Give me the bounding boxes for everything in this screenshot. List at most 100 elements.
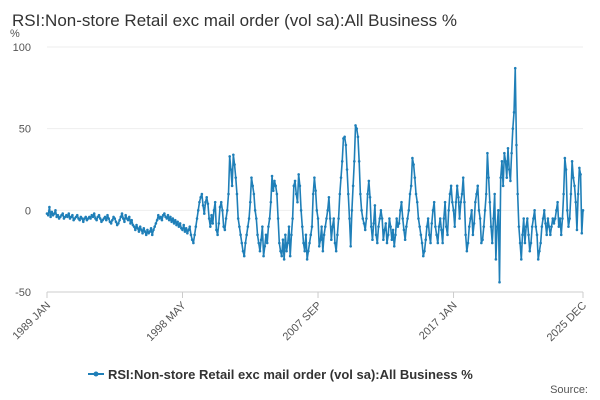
data-point [144,233,148,237]
data-point [270,174,274,178]
data-point [494,258,498,261]
data-point [137,230,141,233]
data-point [313,176,316,179]
data-point [310,225,314,228]
data-point [326,209,330,212]
y-axis-label: % [10,28,20,40]
data-point [325,217,328,220]
data-point [242,254,246,258]
data-point [186,231,189,235]
data-point [372,222,375,225]
data-point [211,222,215,225]
data-point [303,249,307,253]
data-point [117,222,120,225]
data-point [189,233,193,237]
data-point [522,217,526,220]
data-point [526,217,529,220]
data-point [495,225,499,228]
data-point [581,209,585,212]
data-point [405,225,408,228]
data-point [546,217,550,220]
data-point [500,160,504,163]
data-point [575,228,579,232]
data-point [298,184,302,188]
data-point [223,228,227,232]
data-point [362,222,366,225]
data-point [530,225,534,228]
data-point [288,254,292,258]
data-point [140,228,143,232]
data-point [346,192,350,196]
data-point [516,192,519,196]
data-point [142,227,146,230]
data-point [432,200,436,204]
data-point [212,209,216,212]
data-point [555,209,558,212]
data-point [163,212,166,215]
data-point [259,238,263,242]
data-point [382,238,385,242]
data-point [183,230,187,233]
data-point [222,225,225,228]
data-point [302,241,305,245]
data-point [252,192,256,196]
data-point [562,192,565,196]
data-point [492,217,495,220]
data-point [262,254,265,258]
data-point [396,225,400,228]
data-point [188,225,192,228]
data-point [195,217,199,220]
data-point [428,233,431,237]
data-point [569,192,573,196]
data-point [478,217,482,220]
data-point [376,241,379,245]
data-point [247,217,251,220]
data-point [580,231,584,235]
data-point [250,176,253,179]
data-point [209,225,212,228]
y-tick-label: -50 [15,287,31,299]
data-point [323,225,327,228]
data-point [97,213,101,217]
data-point [135,223,138,227]
data-point [397,222,401,225]
data-point [350,209,354,212]
data-point [176,220,179,224]
data-point [175,223,178,227]
data-point [103,215,107,219]
data-point [307,249,310,253]
y-tick-label: 100 [13,42,31,54]
data-point [513,66,517,70]
data-point [378,217,382,220]
data-point [399,209,402,212]
data-point [536,258,540,261]
data-point [265,241,269,245]
data-point [261,225,264,228]
data-point [408,192,412,196]
data-point [239,233,242,237]
data-point [425,225,429,228]
data-point [424,238,428,242]
data-point [477,209,481,212]
data-point [373,204,377,207]
data-point [173,218,177,222]
data-point [154,222,158,225]
data-point [484,192,488,196]
x-tick-label: 2007 SEP [281,300,325,344]
data-point [304,233,308,237]
data-point [430,222,434,225]
data-point [320,225,323,228]
data-point [365,217,368,220]
data-point [263,244,267,248]
data-point [535,233,539,237]
data-point [465,249,469,253]
data-point [415,200,419,204]
data-point [113,217,117,220]
data-point [549,233,552,237]
data-point [278,241,281,245]
data-point [177,225,181,228]
data-point [159,215,163,219]
data-point [348,217,351,220]
data-point [165,217,169,220]
